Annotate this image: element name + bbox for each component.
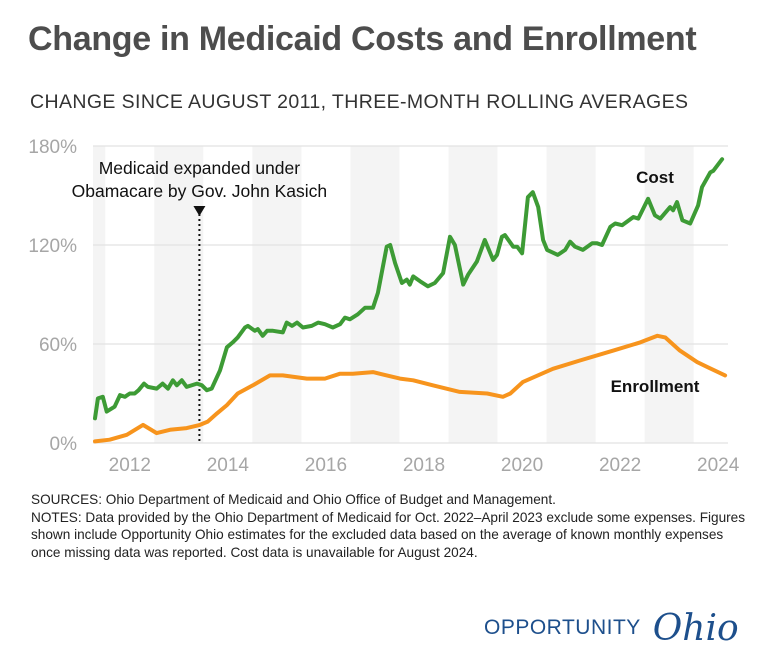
logo-word-ohio: Ohio (652, 607, 739, 649)
series-label-enrollment: Enrollment (611, 377, 700, 396)
x-tick-label: 2016 (305, 455, 347, 476)
y-axis-ticks: 0% 60% 120% 180% (28, 137, 77, 455)
annotation-text: Medicaid expanded under (99, 158, 301, 178)
expansion-annotation: Medicaid expanded under Obamacare by Gov.… (72, 158, 328, 443)
y-tick-label: 180% (28, 137, 77, 158)
year-band (448, 146, 498, 443)
x-tick-label: 2014 (207, 455, 250, 476)
series-label-cost: Cost (636, 168, 674, 187)
x-axis-ticks: 2012 2014 2016 2018 2020 2022 2024 (109, 455, 740, 476)
series-line-cost (93, 157, 725, 421)
x-tick-label: 2018 (403, 455, 445, 476)
y-tick-label: 60% (39, 335, 77, 356)
chart-title: Change in Medicaid Costs and Enrollment (28, 20, 697, 58)
chart-footer: SOURCES: Ohio Department of Medicaid and… (31, 491, 751, 561)
series-labels: Cost Enrollment (611, 168, 700, 396)
opportunity-ohio-logo: OPPORTUNITY Ohio (484, 606, 739, 650)
year-band (546, 146, 596, 443)
y-tick-label: 0% (50, 434, 78, 455)
year-band (350, 146, 400, 443)
year-band (154, 146, 204, 443)
series-line-enrollment (93, 333, 728, 444)
series-lines (93, 157, 728, 444)
year-band (644, 146, 694, 443)
chart-subtitle: CHANGE SINCE AUGUST 2011, THREE-MONTH RO… (30, 91, 689, 113)
sources-note: SOURCES: Ohio Department of Medicaid and… (31, 492, 556, 507)
x-tick-label: 2020 (501, 455, 543, 476)
y-tick-label: 120% (28, 236, 77, 257)
annotation-text: Obamacare by Gov. John Kasich (72, 181, 328, 201)
down-triangle-icon (193, 206, 206, 216)
x-tick-label: 2022 (599, 455, 641, 476)
notes-text: NOTES: Data provided by the Ohio Departm… (31, 509, 746, 560)
year-bands (93, 146, 694, 443)
year-band (93, 146, 106, 443)
x-tick-label: 2024 (697, 455, 740, 476)
logo-word-opportunity: OPPORTUNITY (484, 616, 641, 639)
year-band (252, 146, 302, 443)
x-tick-label: 2012 (109, 455, 151, 476)
